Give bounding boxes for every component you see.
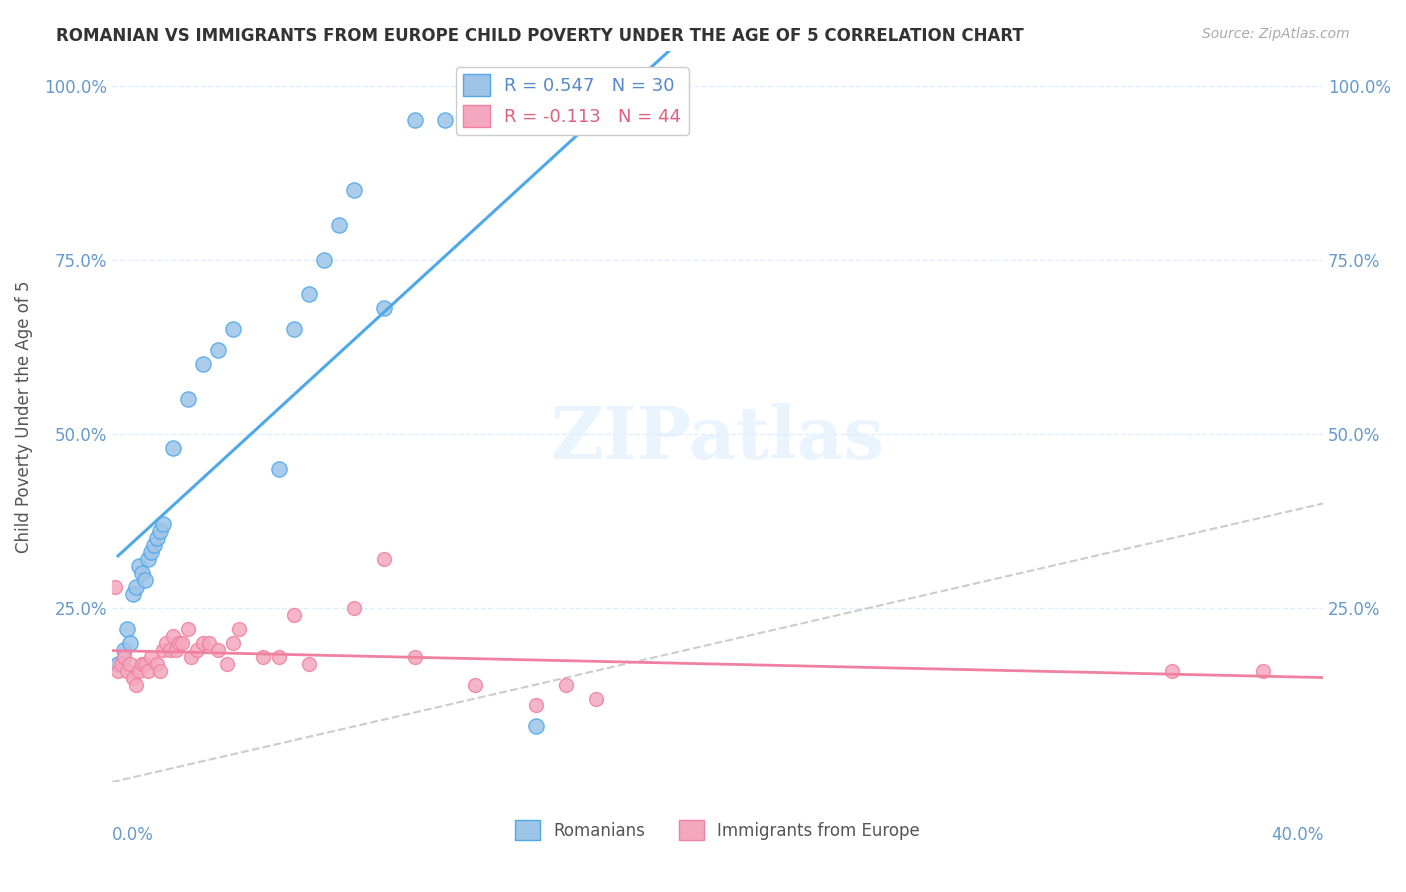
Point [373, 301, 395, 316]
Point [120, 636, 142, 650]
Point [283, 322, 305, 336]
Point [134, 657, 156, 671]
Point [143, 538, 166, 552]
Point [122, 587, 145, 601]
Text: Source: ZipAtlas.com: Source: ZipAtlas.com [1202, 27, 1350, 41]
Point [434, 113, 457, 128]
Point [215, 657, 238, 671]
Point [149, 664, 172, 678]
Point [162, 441, 184, 455]
Point [125, 677, 148, 691]
Point [1160, 664, 1182, 678]
Point [343, 601, 366, 615]
Point [207, 343, 229, 358]
Point [136, 664, 159, 678]
Point [283, 607, 305, 622]
Point [155, 636, 177, 650]
Text: ZIPatlas: ZIPatlas [551, 403, 884, 474]
Point [120, 657, 142, 671]
Point [110, 657, 132, 671]
Point [141, 649, 163, 664]
Point [115, 622, 138, 636]
Point [186, 642, 208, 657]
Point [134, 573, 156, 587]
Point [131, 657, 153, 671]
Point [373, 552, 395, 566]
Point [128, 559, 150, 574]
Point [112, 642, 135, 657]
Point [128, 664, 150, 678]
Point [112, 649, 135, 664]
Point [524, 698, 547, 713]
Point [165, 642, 187, 657]
Point [585, 691, 607, 706]
Point [152, 517, 174, 532]
Point [228, 622, 250, 636]
Point [328, 218, 350, 232]
Point [107, 657, 129, 671]
Point [404, 649, 426, 664]
Point [176, 392, 198, 406]
Point [464, 677, 486, 691]
Point [141, 545, 163, 559]
Point [524, 719, 547, 733]
Point [122, 671, 145, 685]
Point [146, 657, 169, 671]
Text: ROMANIAN VS IMMIGRANTS FROM EUROPE CHILD POVERTY UNDER THE AGE OF 5 CORRELATION : ROMANIAN VS IMMIGRANTS FROM EUROPE CHILD… [56, 27, 1024, 45]
Point [198, 636, 221, 650]
Point [267, 649, 290, 664]
Point [298, 657, 321, 671]
Point [136, 552, 159, 566]
Point [267, 461, 290, 475]
Point [149, 524, 172, 539]
Point [298, 287, 321, 301]
Point [404, 113, 426, 128]
Legend: R = 0.547   N = 30, R = -0.113   N = 44: R = 0.547 N = 30, R = -0.113 N = 44 [456, 67, 689, 135]
Point [252, 649, 274, 664]
Point [159, 642, 181, 657]
Point [555, 677, 578, 691]
Y-axis label: Child Poverty Under the Age of 5: Child Poverty Under the Age of 5 [15, 280, 32, 553]
Point [107, 664, 129, 678]
Point [1251, 664, 1274, 678]
Point [115, 664, 138, 678]
Point [104, 580, 127, 594]
Text: 0.0%: 0.0% [112, 826, 153, 844]
Point [176, 622, 198, 636]
Point [146, 531, 169, 545]
Point [222, 636, 245, 650]
Point [170, 636, 193, 650]
Point [222, 322, 245, 336]
Point [343, 183, 366, 197]
Point [207, 642, 229, 657]
Point [162, 629, 184, 643]
Point [125, 580, 148, 594]
Point [180, 649, 202, 664]
Point [131, 566, 153, 581]
Point [191, 636, 214, 650]
Point [152, 642, 174, 657]
Point [191, 357, 214, 371]
Point [312, 252, 335, 267]
Text: 40.0%: 40.0% [1271, 826, 1323, 844]
Point [167, 636, 190, 650]
